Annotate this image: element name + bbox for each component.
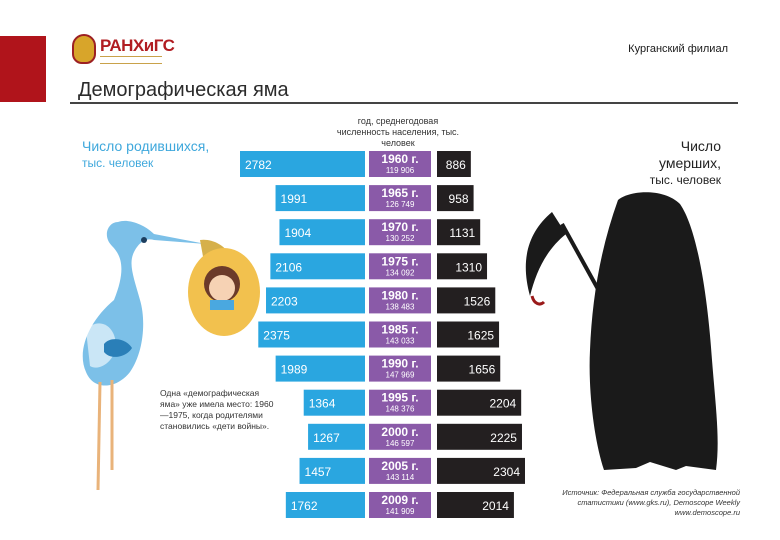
deaths-bar [437,287,496,314]
year-box [369,492,431,518]
year-label: 1995 г. [381,391,418,405]
year-label: 2009 г. [381,493,418,507]
births-title: Число родившихся, [82,138,210,154]
births-bar [285,492,365,518]
deaths-value-label: 1310 [455,260,482,274]
deaths-label: Число умерших, тыс. человек [643,138,721,189]
births-label: Число родившихся, тыс. человек [82,138,209,172]
births-value-label: 1267 [313,431,340,445]
reaper-illustration [525,192,718,470]
deaths-value-label: 2204 [489,397,516,411]
births-bar [279,219,365,246]
branch-name: Курганский филиал [628,43,728,55]
population-label: 143 033 [386,337,415,346]
deaths-value-label: 1656 [469,363,496,377]
year-label: 1985 г. [381,323,418,337]
population-label: 146 597 [386,439,415,448]
year-column-header: год, среднегодовая численность населения… [336,116,460,148]
deaths-bar [437,355,501,382]
births-value-label: 2375 [263,329,290,343]
deaths-bar [437,457,525,484]
births-value-label: 1991 [281,192,308,206]
population-label: 143 114 [386,473,415,482]
births-value-label: 1762 [291,499,318,513]
year-box [369,185,431,212]
births-value-label: 2106 [275,260,302,274]
births-bar [275,355,365,382]
population-label: 134 092 [386,268,415,277]
year-box [369,151,431,177]
logo-text: РАНХиГС [100,36,175,55]
deaths-value-label: 886 [446,158,466,172]
deaths-title: Число умерших, [659,138,721,171]
year-label: 1990 г. [381,357,418,371]
births-bar [308,423,365,450]
year-label: 2005 г. [381,459,418,473]
births-bar [303,389,365,416]
deaths-bar [437,219,481,246]
births-value-label: 1989 [281,363,308,377]
year-box [369,457,431,484]
deaths-value-label: 1131 [449,226,475,240]
year-label: 1970 г. [381,220,418,234]
year-box [369,219,431,246]
deaths-bar [437,492,514,518]
population-label: 138 483 [386,302,415,311]
births-value-label: 1457 [305,465,332,479]
births-bar [299,457,365,484]
births-value-label: 1364 [309,397,336,411]
accent-bar [0,36,46,102]
deaths-bar [437,321,500,348]
births-bar [258,321,365,348]
births-unit: тыс. человек [82,156,154,170]
year-label: 2000 г. [381,425,418,439]
births-value-label: 1904 [284,226,311,240]
deaths-bar [437,151,471,177]
deaths-bar [437,423,522,450]
deaths-value-label: 958 [449,192,469,206]
year-label: 1975 г. [381,254,418,268]
year-box [369,355,431,382]
population-label: 119 906 [386,166,415,175]
births-bar [270,253,365,280]
births-bar [240,151,365,177]
year-box [369,423,431,450]
deaths-value-label: 1526 [464,294,491,308]
year-box [369,321,431,348]
births-bar [266,287,365,314]
year-label: 1960 г. [381,152,418,166]
year-box [369,253,431,280]
deaths-bar [437,389,522,416]
title-rule [70,102,738,104]
deaths-bar [437,253,488,280]
chart-note: Одна «демографическая яма» уже имела мес… [160,388,274,431]
logo-underline [100,56,162,64]
births-value-label: 2782 [245,158,272,172]
deaths-value-label: 2225 [490,431,517,445]
births-value-label: 2203 [271,294,298,308]
population-label: 126 749 [386,200,415,209]
source-note: Источник: Федеральная служба государстве… [562,488,740,517]
stork-illustration [82,220,260,491]
year-box [369,287,431,314]
deaths-value-label: 2304 [493,465,520,479]
year-box [369,389,431,416]
emblem-icon [72,34,96,64]
population-label: 147 969 [386,371,415,380]
deaths-unit: тыс. человек [649,173,721,187]
year-label: 1965 г. [381,186,418,200]
deaths-value-label: 1625 [467,329,494,343]
logo: РАНХиГС [72,34,175,68]
year-label: 1980 г. [381,288,418,302]
deaths-value-label: 2014 [482,499,509,513]
births-bar [275,185,365,212]
page-title: Демографическая яма [78,79,289,101]
population-label: 141 909 [386,507,415,516]
deaths-bar [437,185,474,212]
population-label: 148 376 [386,405,415,414]
population-label: 130 252 [386,234,415,243]
